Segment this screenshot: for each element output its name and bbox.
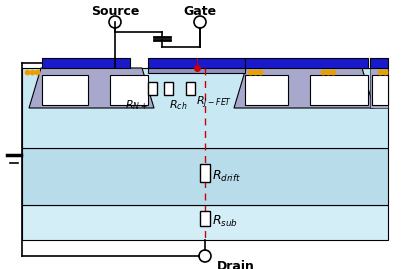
- Bar: [245, 58, 368, 68]
- Bar: [245, 75, 288, 105]
- Bar: [200, 211, 210, 225]
- Bar: [148, 58, 245, 68]
- Bar: [42, 75, 88, 105]
- Bar: [42, 58, 130, 68]
- Polygon shape: [29, 68, 154, 108]
- Bar: [372, 75, 388, 105]
- Bar: [22, 148, 388, 205]
- Bar: [186, 82, 195, 94]
- Bar: [370, 58, 388, 68]
- Polygon shape: [234, 68, 374, 108]
- Bar: [200, 164, 210, 182]
- Text: Drain: Drain: [217, 260, 255, 269]
- Bar: [110, 75, 148, 105]
- Bar: [310, 75, 368, 105]
- Text: $R_{N+}$: $R_{N+}$: [125, 98, 148, 112]
- Bar: [164, 82, 173, 94]
- Text: $R_{ch}$: $R_{ch}$: [169, 98, 187, 112]
- Bar: [22, 205, 388, 240]
- Bar: [148, 66, 245, 73]
- Text: Gate: Gate: [184, 5, 217, 18]
- Text: $R_{J-FET}$: $R_{J-FET}$: [196, 95, 232, 111]
- Bar: [22, 68, 388, 148]
- Bar: [370, 68, 388, 108]
- Text: $R_{drift}$: $R_{drift}$: [212, 169, 241, 184]
- Text: $R_{sub}$: $R_{sub}$: [212, 214, 238, 229]
- Text: Source: Source: [91, 5, 139, 18]
- Bar: [147, 82, 157, 94]
